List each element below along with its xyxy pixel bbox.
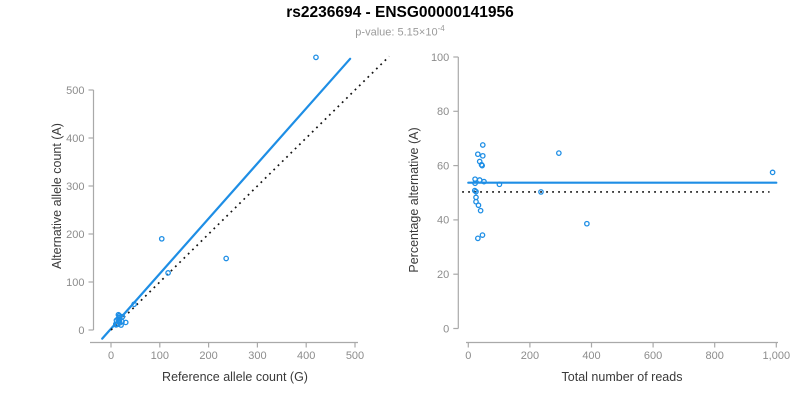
y-axis-title-right: Percentage alternative (A): [407, 127, 421, 273]
scatter-plot-counts: 0 100 200 300 400 500 0 100 200 300 400 500: [66, 54, 390, 362]
x-tick-label: 400: [582, 350, 600, 362]
y-tick-label: 60: [437, 160, 449, 172]
data-point: [477, 207, 484, 214]
y-tick-label: 100: [66, 277, 84, 289]
data-point: [223, 255, 230, 262]
y-tick-label: 0: [443, 323, 449, 335]
data-point: [481, 178, 487, 185]
data-point: [158, 235, 165, 242]
data-point: [584, 220, 590, 227]
y-tick-label: 100: [431, 52, 449, 64]
x-tick-label: 800: [706, 350, 724, 362]
data-point: [313, 54, 319, 61]
data-point: [165, 270, 171, 276]
identity-line: [110, 55, 390, 331]
data-point: [474, 235, 481, 242]
y-tick-label: 0: [78, 325, 84, 337]
data-point: [473, 188, 479, 195]
data-point: [479, 152, 486, 159]
data-point: [769, 169, 776, 176]
x-axis-title-left: Reference allele count (G): [162, 370, 308, 384]
data-point: [475, 202, 482, 209]
data-point: [479, 142, 486, 148]
scatter-plot-percentage: 0 200 400 600 800 1,000 0 20 40 60 80 100: [431, 52, 790, 362]
data-point: [116, 314, 123, 320]
data-point: [122, 319, 129, 326]
figure-subtitle: p-value: 5.15×10-4: [0, 24, 800, 39]
x-tick-label: 200: [199, 350, 217, 362]
y-tick-label: 20: [437, 269, 449, 281]
data-point: [118, 322, 124, 328]
x-tick-label: 400: [297, 350, 315, 362]
y-axis-title-left: Alternative allele count (A): [50, 123, 64, 269]
y-tick-label: 400: [66, 133, 84, 145]
fit-line: [101, 57, 352, 340]
data-point: [479, 232, 486, 238]
y-tick-label: 300: [66, 181, 84, 193]
data-point: [472, 180, 478, 187]
figure-title: rs2236694 - ENSG00000141956: [286, 4, 514, 21]
x-tick-label: 100: [151, 350, 169, 362]
y-tick-label: 40: [437, 215, 449, 227]
pvalue-exponent: -4: [437, 24, 445, 33]
x-tick-label: 600: [644, 350, 662, 362]
y-tick-label: 80: [437, 106, 449, 118]
data-point: [131, 301, 137, 308]
x-tick-label: 200: [521, 350, 539, 362]
x-tick-label: 500: [346, 350, 364, 362]
data-point: [538, 189, 544, 195]
x-tick-label: 0: [465, 350, 471, 362]
data-point: [496, 181, 503, 188]
x-tick-label: 0: [108, 350, 114, 362]
x-axis-title-right: Total number of reads: [561, 370, 683, 384]
data-point: [556, 150, 562, 156]
x-tick-label: 300: [248, 350, 266, 362]
y-tick-label: 200: [66, 229, 84, 241]
data-point: [479, 162, 486, 169]
y-tick-label: 500: [66, 85, 84, 97]
x-tick-label: 1,000: [763, 350, 791, 362]
pvalue-text: p-value: 5.15×10: [355, 26, 438, 39]
data-point: [474, 151, 481, 158]
